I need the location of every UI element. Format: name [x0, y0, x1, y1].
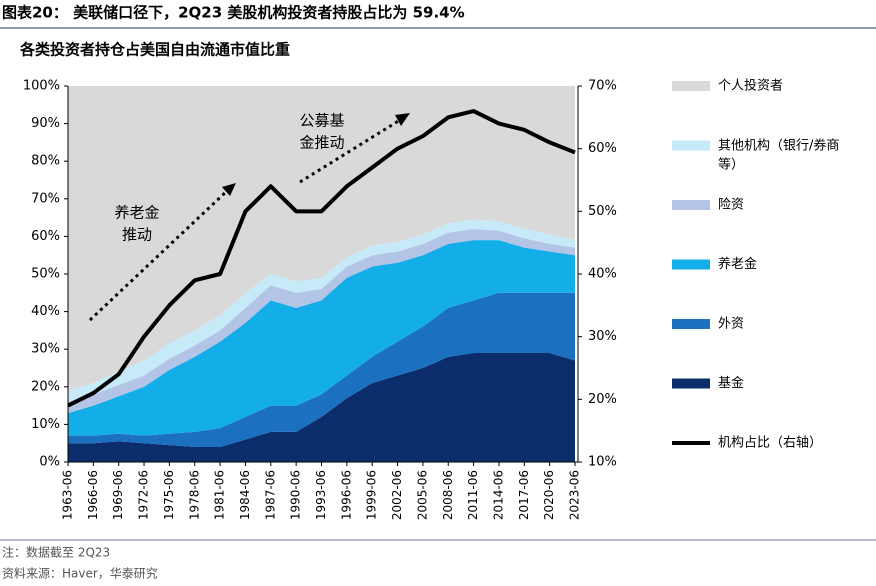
arrow-head	[222, 183, 236, 196]
x-tick-label: 1990-06	[289, 470, 303, 520]
legend-swatch	[672, 319, 710, 329]
x-tick-label: 2008-06	[441, 470, 455, 520]
legend-label: 险资	[718, 198, 744, 213]
area	[68, 86, 575, 391]
area	[68, 352, 575, 462]
annotations: 养老金 推动 公募基 金推动	[88, 112, 410, 322]
source: 资料来源：Haver，华泰研究	[2, 566, 158, 581]
area	[68, 240, 575, 436]
x-tick-label: 2020-06	[542, 470, 556, 520]
area	[68, 228, 575, 414]
y2-tick-label: 40%	[588, 267, 617, 282]
legend-label: 外资	[718, 317, 744, 332]
x-tick-label: 1963-06	[61, 470, 75, 520]
annotation: 金推动	[299, 134, 344, 152]
x-tick-label: 1984-06	[238, 470, 252, 520]
annotation: 推动	[122, 226, 152, 244]
annotation: 养老金	[114, 204, 159, 222]
y-tick-label: 20%	[31, 379, 60, 394]
area	[68, 292, 575, 447]
y2-tick-label: 20%	[588, 392, 617, 407]
x-tick-label: 1966-06	[86, 470, 100, 520]
legend-swatch	[672, 200, 710, 210]
y-tick-label: 30%	[31, 342, 60, 357]
header: 图表20： 美联储口径下，2Q23 美股机构投资者持股占比为 59.4%	[2, 4, 465, 22]
y2-tick-label: 60%	[588, 141, 617, 156]
area	[68, 219, 575, 402]
x-tick-label: 1987-06	[263, 470, 277, 520]
x-tick-label: 2005-06	[415, 470, 429, 520]
legend-label-line: 其他机构（银行/券商	[718, 137, 839, 153]
legend-label: 其他机构（银行/券商等）	[718, 137, 839, 172]
arrow-head	[395, 113, 410, 126]
legend-label: 机构占比（右轴）	[718, 436, 822, 451]
x-tick-label: 1978-06	[187, 470, 201, 520]
x-tick-label: 2014-06	[491, 470, 505, 520]
legend-swatch	[672, 81, 710, 91]
x-tick-label: 1969-06	[111, 470, 125, 520]
line	[67, 109, 576, 408]
y-tick-label: 80%	[31, 154, 60, 169]
plot: 0% 10% 20% 30% 40% 50% 60% 70% 80% 90% 100% 10% 20% 3…	[23, 79, 617, 521]
legend-label: 养老金	[718, 256, 757, 272]
x-tick-label: 1993-06	[314, 470, 328, 520]
x-tick-label: 2023-06	[568, 470, 582, 520]
y-tick-label: 10%	[31, 417, 60, 432]
y-tick-label: 0%	[39, 455, 60, 470]
y-tick-label: 50%	[31, 267, 60, 282]
chart-title: 各类投资者持仓占美国自由流通市值比重	[19, 41, 290, 59]
y-tick-label: 100%	[23, 79, 60, 94]
x-tick-label: 2002-06	[390, 470, 404, 520]
x-tick-label: 2017-06	[517, 470, 531, 520]
x-tick-label: 1981-06	[213, 470, 227, 520]
y2-tick-label: 10%	[588, 455, 617, 470]
y-tick-label: 70%	[31, 191, 60, 206]
legend-label: 个人投资者	[718, 78, 783, 94]
y2-tick-label: 30%	[588, 329, 617, 344]
x-tick-label: 1975-06	[162, 470, 176, 520]
legend-swatch	[672, 140, 710, 151]
legend-swatch	[672, 259, 710, 270]
x-tick-label: 1996-06	[339, 470, 353, 520]
legend-label: 基金	[718, 375, 744, 391]
x-tick-label: 1999-06	[365, 470, 379, 520]
annotation: 公募基	[299, 112, 344, 130]
y-tick-label: 90%	[31, 116, 60, 131]
arrow	[299, 118, 401, 184]
legend-label-line: 等）	[718, 156, 744, 172]
y2-tick-label: 50%	[588, 204, 617, 219]
x-tick-label: 1972-06	[137, 470, 151, 520]
y2-tick-label: 70%	[588, 79, 617, 94]
y-tick-label: 40%	[31, 304, 60, 319]
legend-swatch	[672, 378, 710, 389]
footnote: 注：数据截至 2Q23	[2, 545, 110, 560]
y-tick-label: 60%	[31, 229, 60, 244]
x-tick-label: 2011-06	[466, 470, 480, 520]
